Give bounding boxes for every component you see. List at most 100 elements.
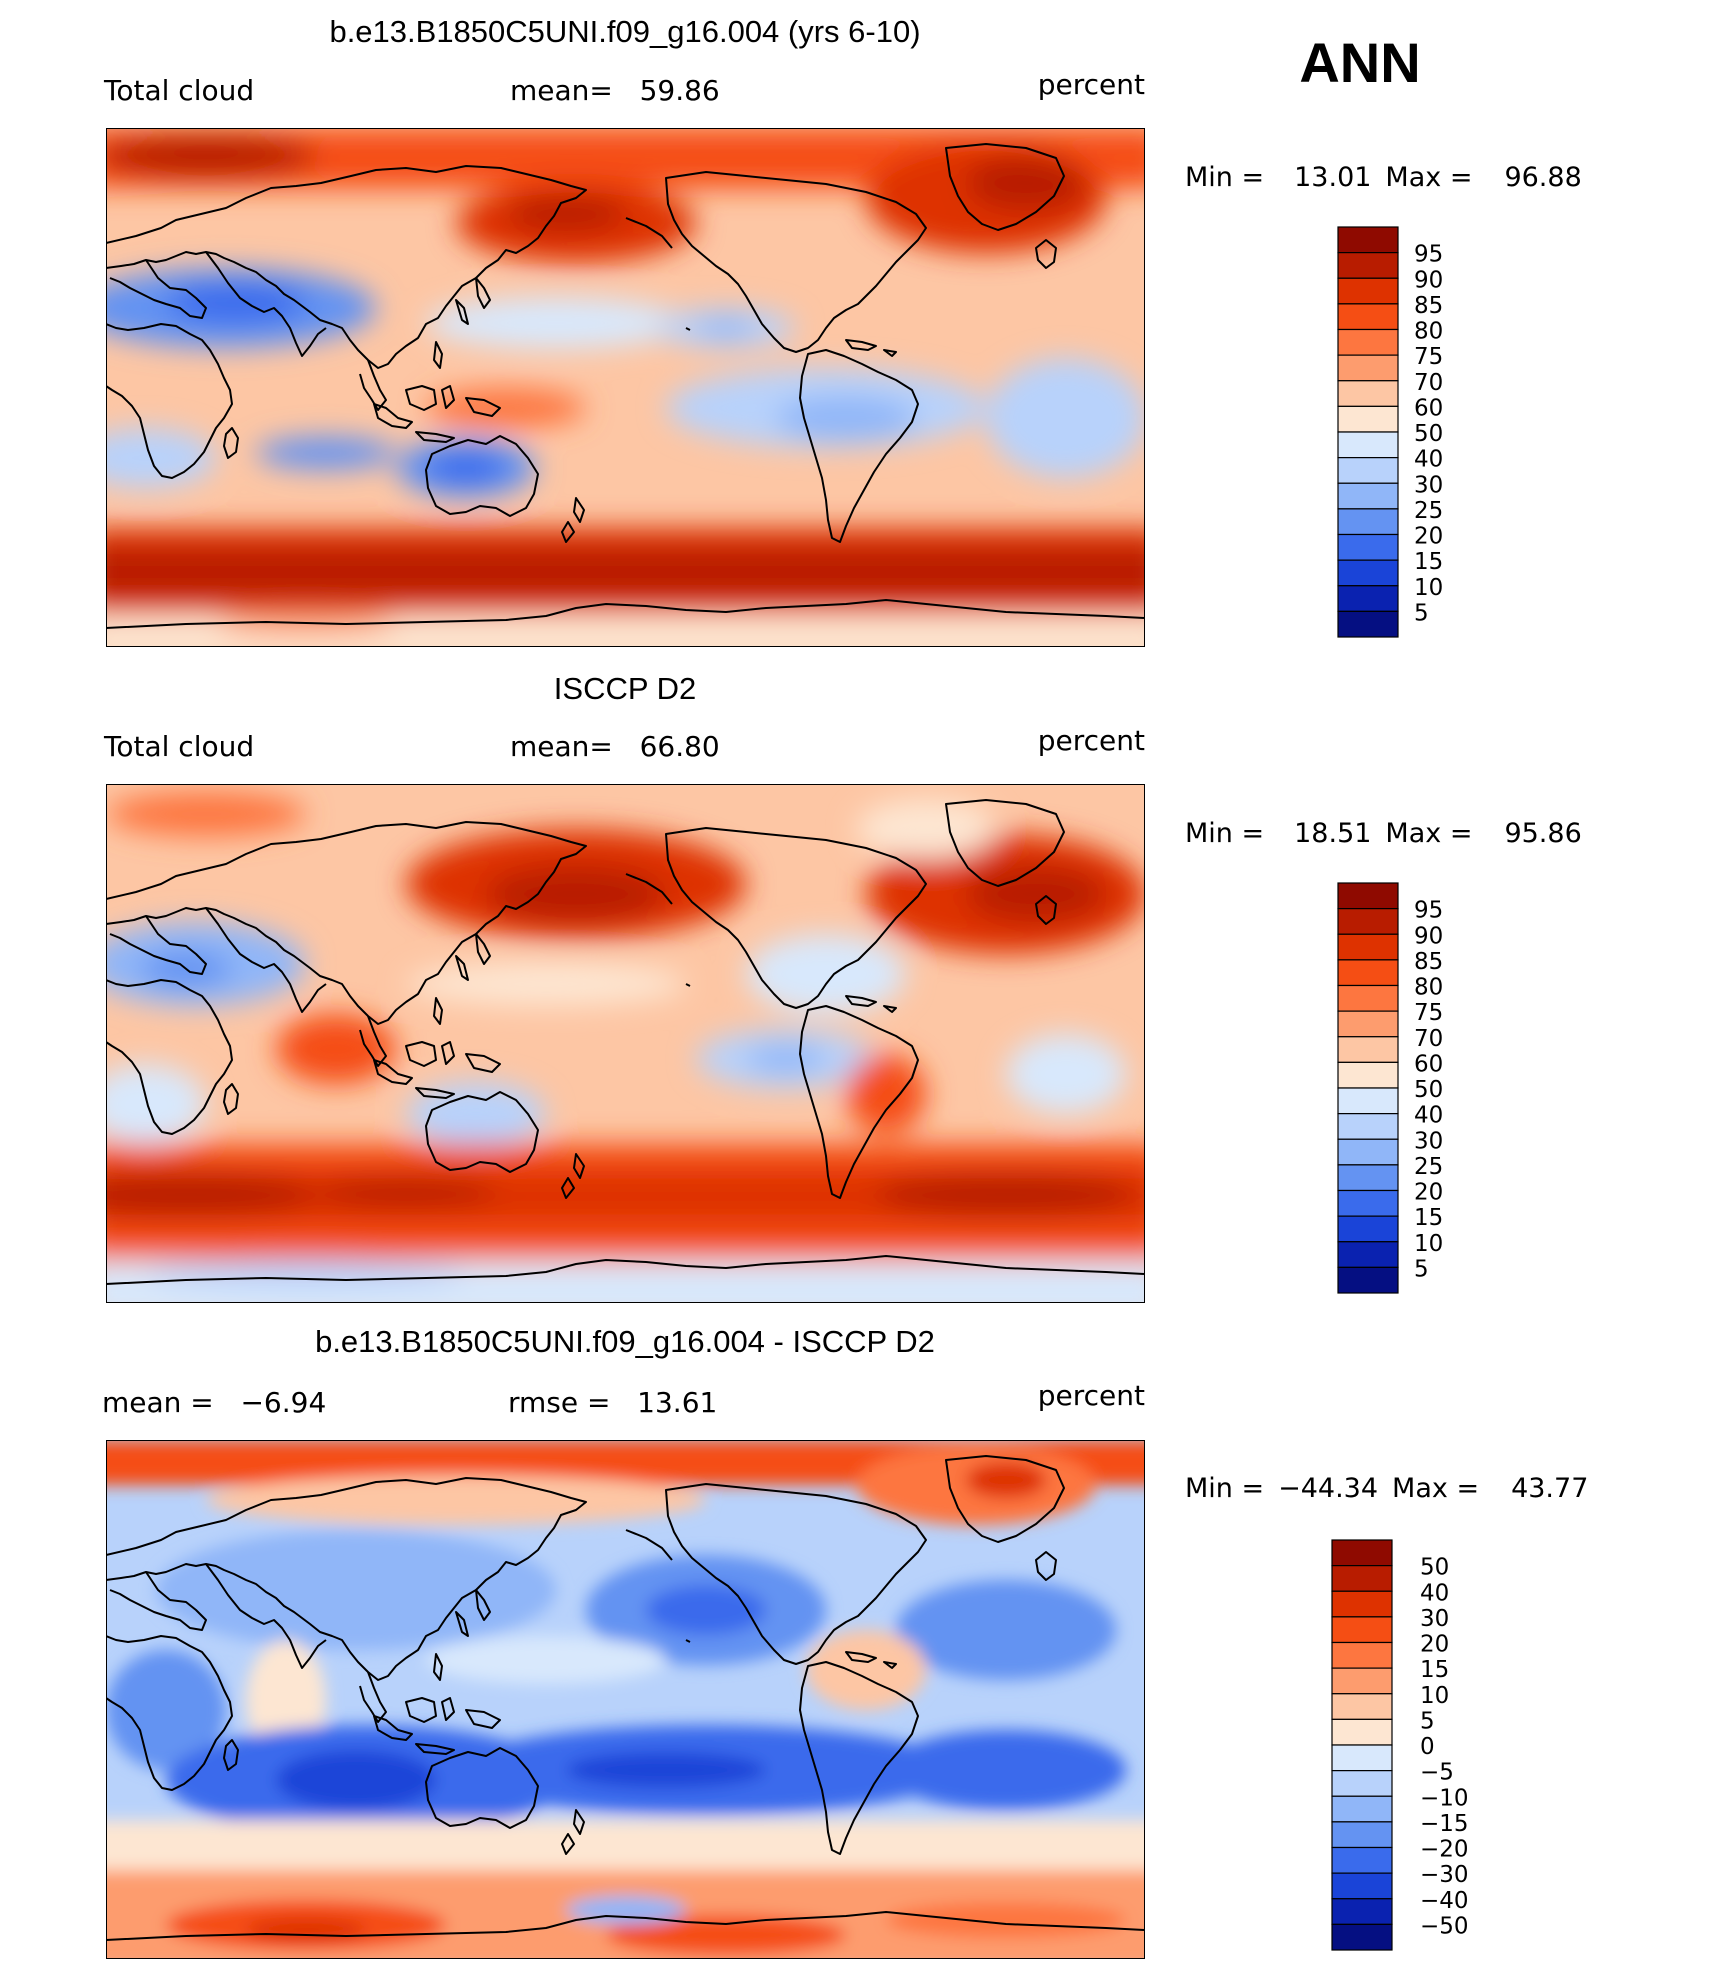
- colorbar-swatch: [1337, 405, 1399, 433]
- colorbar-tick-label: 10: [1414, 1231, 1443, 1257]
- colorbar-tick-label: 90: [1414, 923, 1443, 949]
- colorbar-tick-label: 85: [1414, 293, 1443, 319]
- colorbar-tick-label: 85: [1414, 949, 1443, 975]
- colorbar-swatch: [1337, 328, 1399, 356]
- colorbar-tick-label: 95: [1414, 242, 1443, 268]
- panel-title: ISCCP D2: [554, 671, 696, 706]
- colorbar-tick-label: 10: [1414, 575, 1443, 601]
- colorbar-tick-label: 30: [1420, 1606, 1449, 1632]
- units-label: percent: [1038, 1379, 1145, 1412]
- colorbar-swatch: [1337, 1087, 1399, 1115]
- colorbar-tick-label: 20: [1414, 1180, 1443, 1206]
- colorbar-swatch: [1331, 1795, 1393, 1823]
- colorbar-tick-label: 10: [1420, 1683, 1449, 1709]
- colorbar-tick-label: −30: [1420, 1862, 1469, 1888]
- colorbar-swatch: [1337, 1113, 1399, 1140]
- colorbar-swatch: [1337, 457, 1399, 484]
- colorbar-tick-label: 80: [1414, 319, 1443, 345]
- colorbar-tick-label: 50: [1414, 421, 1443, 447]
- colorbar-swatch: [1337, 1036, 1399, 1063]
- colorbar-swatch: [1331, 1718, 1393, 1746]
- colorbar-swatch: [1331, 1846, 1393, 1874]
- colorbar-tick-label: 5: [1414, 600, 1429, 626]
- colorbar-tick-label: 30: [1414, 472, 1443, 498]
- colorbar-swatch: [1337, 380, 1399, 407]
- colorbar-swatch: [1337, 252, 1399, 279]
- colorbar-swatch: [1337, 1061, 1399, 1089]
- colorbar-tick-label: −50: [1420, 1913, 1469, 1939]
- mean-label: mean = −6.94: [102, 1386, 326, 1419]
- colorbar-swatch: [1337, 559, 1399, 587]
- colorbar-swatch: [1337, 533, 1399, 561]
- colorbar-swatch: [1337, 959, 1399, 987]
- colorbar-tick-label: 20: [1414, 524, 1443, 550]
- colorbar-swatch: [1331, 1667, 1393, 1695]
- colorbar-swatch: [1337, 882, 1399, 910]
- colorbar-swatch: [1337, 303, 1399, 331]
- colorbar-swatch: [1331, 1770, 1393, 1797]
- colorbar-tick-label: 15: [1414, 549, 1443, 575]
- colorbar-swatch: [1331, 1821, 1393, 1849]
- panel-difference: b.e13.B1850C5UNI.f09_g16.004 - ISCCP D2 …: [102, 1324, 1588, 1959]
- colorbar-tick-label: 40: [1414, 447, 1443, 473]
- colorbar-swatch: [1337, 908, 1399, 935]
- colorbar-tick-label: 30: [1414, 1128, 1443, 1154]
- colorbar-tick-label: 75: [1414, 344, 1443, 370]
- colorbar-swatch: [1337, 431, 1399, 459]
- colorbar-tick-label: 80: [1414, 975, 1443, 1001]
- map-difference: [106, 1440, 1145, 1959]
- colorbar-swatch: [1337, 226, 1399, 254]
- colorbar-tick-label: 20: [1420, 1632, 1449, 1658]
- colorbar-tick-label: 60: [1414, 1051, 1443, 1077]
- colorbar-tick-label: 50: [1414, 1077, 1443, 1103]
- colorbar-swatch: [1337, 933, 1399, 961]
- colorbar-tick-label: 25: [1414, 1154, 1443, 1180]
- colorbar-swatch: [1331, 1641, 1393, 1669]
- colorbar-swatch: [1337, 1215, 1399, 1243]
- colorbar-tick-label: 5: [1420, 1708, 1435, 1734]
- colorbar-swatch: [1337, 1241, 1399, 1268]
- colorbar-tick-label: 75: [1414, 1000, 1443, 1026]
- colorbar-swatch: [1337, 354, 1399, 382]
- units-label: percent: [1038, 68, 1145, 101]
- colorbar-swatch: [1331, 1616, 1393, 1644]
- panel-model: b.e13.B1850C5UNI.f09_g16.004 (yrs 6-10) …: [103, 14, 1582, 647]
- map-model: [106, 128, 1145, 647]
- colorbar-swatch: [1337, 1138, 1399, 1166]
- panel-title: b.e13.B1850C5UNI.f09_g16.004 (yrs 6-10): [329, 14, 920, 49]
- panel-title: b.e13.B1850C5UNI.f09_g16.004 - ISCCP D2: [315, 1324, 935, 1359]
- colorbar-tick-label: 90: [1414, 267, 1443, 293]
- colorbar-swatch: [1337, 277, 1399, 305]
- colorbar-swatch: [1331, 1898, 1393, 1925]
- min-max-readout: Min = −44.34 Max = 43.77: [1185, 1473, 1588, 1504]
- min-max-readout: Min = 13.01 Max = 96.88: [1185, 162, 1582, 193]
- field-label: Total cloud: [103, 730, 254, 763]
- colorbar-swatch: [1337, 984, 1399, 1012]
- colorbar-tick-label: 60: [1414, 395, 1443, 421]
- colorbar-tick-label: 25: [1414, 498, 1443, 524]
- colorbar-swatch: [1337, 585, 1399, 612]
- colorbar-tick-label: −10: [1420, 1785, 1469, 1811]
- colorbar-swatch: [1331, 1744, 1393, 1772]
- colorbar-tick-label: 15: [1420, 1657, 1449, 1683]
- colorbar-swatch: [1337, 508, 1399, 536]
- colorbar-tick-label: 95: [1414, 898, 1443, 924]
- colorbar-swatch: [1337, 1010, 1399, 1038]
- colorbar-tick-label: −40: [1420, 1888, 1469, 1914]
- colorbar-swatch: [1337, 1164, 1399, 1192]
- colorbar-swatch: [1337, 610, 1399, 638]
- colorbar-swatch: [1331, 1590, 1393, 1618]
- map-observation: [106, 784, 1145, 1303]
- colorbar-swatch: [1331, 1539, 1393, 1567]
- colorbar-swatch: [1331, 1693, 1393, 1720]
- colorbar-tick-label: 40: [1414, 1103, 1443, 1129]
- season-label: ANN: [1299, 31, 1420, 94]
- rmse-label: rmse = 13.61: [508, 1386, 717, 1419]
- colorbar-tick-label: 15: [1414, 1205, 1443, 1231]
- colorbar-swatch: [1337, 482, 1399, 510]
- colorbar-tick-label: 0: [1420, 1734, 1435, 1760]
